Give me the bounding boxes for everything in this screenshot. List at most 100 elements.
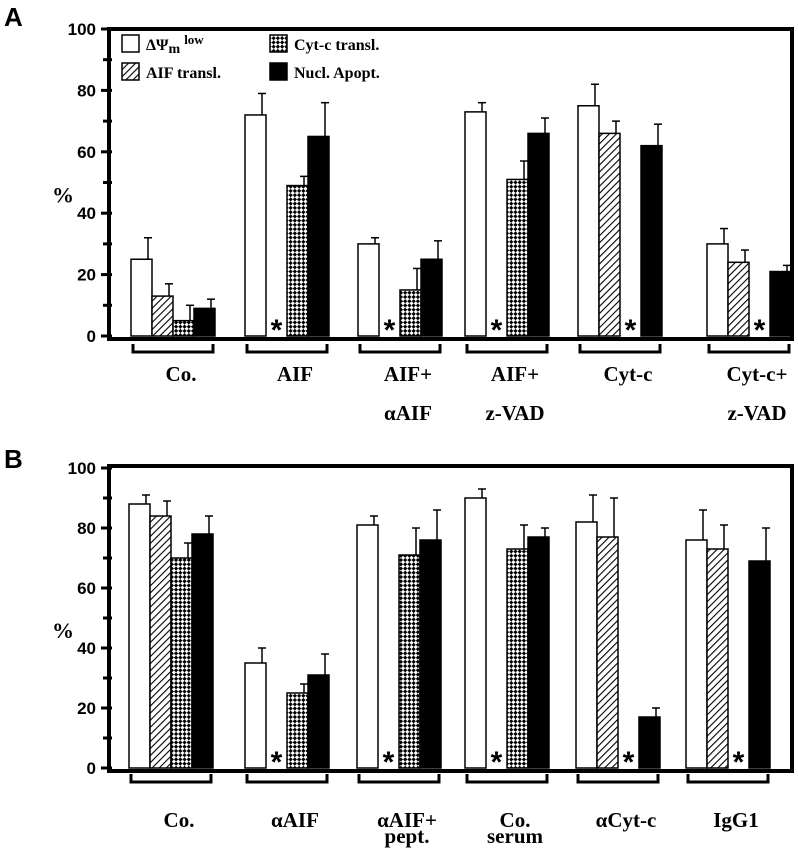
group-label: AIF+ — [384, 362, 432, 386]
bar — [577, 105, 600, 337]
group-bracket — [129, 774, 213, 784]
not-determined-mark: * — [384, 314, 396, 347]
legend-label-dpsi: ΔΨmlow — [146, 32, 204, 57]
not-determined-mark: * — [271, 746, 283, 779]
panel-a-letter: A — [4, 2, 23, 32]
bar — [149, 515, 172, 769]
bar — [130, 258, 153, 337]
bar — [244, 114, 267, 337]
bar — [527, 132, 550, 337]
group-label: αCyt-c — [596, 808, 657, 832]
y-tick-label: 100 — [68, 459, 96, 478]
bar — [769, 270, 792, 337]
bar — [706, 243, 729, 337]
group-bracket — [245, 774, 329, 784]
not-determined-mark: * — [271, 314, 283, 347]
bar — [172, 319, 195, 337]
group-label: Co. — [166, 362, 197, 386]
group-label: pept. — [385, 824, 430, 848]
not-determined-mark: * — [754, 314, 766, 347]
y-tick-label: 20 — [77, 266, 96, 285]
bar — [640, 144, 663, 337]
group-bracket — [357, 774, 441, 784]
y-tick-label: 20 — [77, 699, 96, 718]
bar — [506, 548, 529, 769]
bar — [170, 557, 193, 769]
group-label: Co. — [500, 808, 531, 832]
y-tick-label: 0 — [87, 327, 96, 346]
group-bracket — [465, 344, 549, 354]
y-tick-label: 100 — [68, 20, 96, 39]
bar — [399, 289, 422, 337]
y-axis-label: % — [52, 618, 74, 643]
group-label: Co. — [164, 808, 195, 832]
not-determined-mark: * — [625, 314, 637, 347]
bar — [128, 503, 151, 769]
bar — [244, 662, 267, 769]
not-determined-mark: * — [383, 746, 395, 779]
legend-label-nucl: Nucl. Apopt. — [294, 65, 380, 82]
legend-swatch-hatched — [121, 62, 140, 81]
bar — [706, 548, 729, 769]
panel-b-plot: 020406080100%Co.*αAIF*αAIF+pept.*Co.seru… — [52, 459, 771, 848]
bar — [527, 536, 550, 769]
bar — [307, 674, 330, 769]
group-label: Cyt-c — [604, 362, 653, 386]
legend-label-aif: AIF transl. — [146, 65, 221, 82]
y-tick-label: 0 — [87, 759, 96, 778]
bar — [596, 536, 619, 769]
bar — [748, 560, 771, 769]
not-determined-mark: * — [733, 746, 745, 779]
not-determined-mark: * — [491, 314, 503, 347]
bar — [398, 554, 421, 769]
y-tick-label: 80 — [77, 519, 96, 538]
not-determined-mark: * — [491, 746, 503, 779]
bar — [193, 307, 216, 337]
group-bracket — [245, 344, 329, 354]
group-label: αAIF+ — [377, 808, 437, 832]
bar — [151, 295, 174, 337]
group-bracket — [131, 344, 215, 354]
y-tick-label: 40 — [77, 204, 96, 223]
panel-b-letter: B — [4, 444, 23, 474]
legend-swatch-checked — [269, 34, 288, 53]
bar — [464, 497, 487, 769]
y-tick-label: 60 — [77, 579, 96, 598]
bar — [464, 111, 487, 337]
bar — [685, 539, 708, 769]
group-bracket — [465, 774, 549, 784]
group-bracket — [578, 344, 662, 354]
y-tick-label: 60 — [77, 143, 96, 162]
bar — [286, 692, 309, 769]
group-label: AIF+ — [491, 362, 539, 386]
legend-swatch-open — [121, 34, 140, 53]
group-label: αAIF — [384, 401, 432, 425]
bar — [727, 261, 750, 337]
legend: ΔΨmlow Cyt-c transl. AIF transl. Nucl. A… — [121, 32, 380, 82]
panel-a-plot: 0 20 40 60 80 100% Co. * AIF * AIF+ αAIF * AIF+ z-VAD *… — [52, 20, 792, 425]
bar — [506, 178, 529, 337]
bar — [307, 135, 330, 337]
group-label: αAIF — [271, 808, 319, 832]
legend-swatch-solid — [269, 62, 288, 81]
legend-label-cytc: Cyt-c transl. — [294, 37, 379, 54]
group-bracket — [358, 344, 442, 354]
group-label: z-VAD — [727, 401, 786, 425]
bar — [575, 521, 598, 769]
bar — [598, 132, 621, 337]
not-determined-mark: * — [623, 746, 635, 779]
group-label: serum — [487, 824, 543, 848]
group-label: z-VAD — [485, 401, 544, 425]
group-label: AIF — [277, 362, 313, 386]
group-bracket — [576, 774, 660, 784]
group-label: Cyt-c+ — [727, 362, 788, 386]
y-tick-label: 80 — [77, 81, 96, 100]
bar — [638, 716, 661, 769]
group-label: IgG1 — [713, 808, 759, 832]
y-tick-label: 40 — [77, 639, 96, 658]
bar — [419, 539, 442, 769]
bar — [191, 533, 214, 769]
bar — [356, 524, 379, 769]
group-bracket — [686, 774, 770, 784]
